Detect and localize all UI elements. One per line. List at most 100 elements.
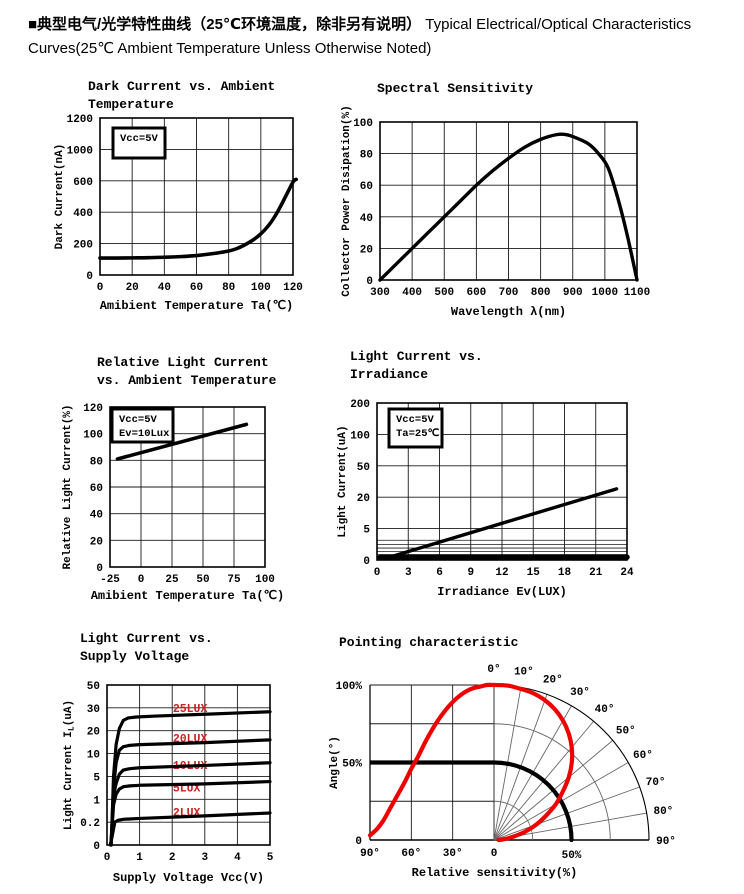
svg-text:30: 30 (87, 704, 100, 716)
chart-title-dark-current: Dark Current vs. Ambient Temperature (88, 79, 276, 112)
svg-text:0: 0 (363, 556, 370, 568)
svg-text:50°: 50° (616, 725, 636, 737)
svg-text:24: 24 (620, 567, 634, 579)
svg-text:60: 60 (190, 282, 203, 294)
svg-text:120: 120 (83, 403, 103, 415)
svg-text:10°: 10° (514, 667, 534, 679)
svg-text:20: 20 (360, 244, 373, 256)
svg-text:5: 5 (93, 772, 100, 784)
header-title-cjk: ■典型电气/光学特性曲线（25℃环境温度，除非另有说明） (28, 16, 422, 33)
svg-text:Light Current(uA): Light Current(uA) (337, 425, 349, 537)
svg-text:6: 6 (436, 567, 443, 579)
svg-text:100: 100 (350, 430, 370, 442)
svg-text:40: 40 (90, 510, 103, 522)
page-header: ■典型电气/光学特性曲线（25℃环境温度，除非另有说明） Typical Ele… (28, 13, 730, 61)
svg-text:40°: 40° (595, 704, 615, 716)
svg-text:400: 400 (402, 287, 422, 299)
svg-text:90°: 90° (656, 836, 676, 848)
svg-text:80: 80 (222, 282, 235, 294)
svg-text:80: 80 (90, 456, 103, 468)
svg-text:50: 50 (87, 681, 100, 693)
chart-title-relative-light-current: Relative Light Current vs. Ambient Tempe… (97, 355, 277, 388)
svg-text:10: 10 (87, 750, 100, 762)
chart-title-light-current-supply-voltage: Light Current vs. Supply Voltage (80, 631, 213, 664)
svg-text:0: 0 (93, 841, 100, 853)
svg-text:50%: 50% (342, 759, 362, 771)
svg-text:4: 4 (234, 852, 241, 864)
svg-text:Angle(°): Angle(°) (329, 736, 341, 789)
svg-text:0.2: 0.2 (80, 818, 100, 830)
svg-text:Relative sensitivity(%): Relative sensitivity(%) (412, 866, 578, 880)
svg-text:90°: 90° (360, 848, 380, 860)
svg-text:Ev=10Lux: Ev=10Lux (119, 428, 170, 440)
svg-text:100: 100 (251, 282, 271, 294)
chart-title-spectral-sensitivity: Spectral Sensitivity (377, 81, 534, 96)
svg-text:300: 300 (370, 287, 390, 299)
svg-text:600: 600 (466, 287, 486, 299)
svg-text:1: 1 (93, 795, 100, 807)
svg-text:75: 75 (227, 574, 241, 586)
svg-text:Vcc=5V: Vcc=5V (396, 414, 435, 426)
svg-text:70°: 70° (646, 777, 666, 789)
svg-text:Supply Voltage Vcc(V): Supply Voltage Vcc(V) (113, 871, 264, 885)
svg-text:20: 20 (87, 727, 100, 739)
svg-text:200: 200 (73, 240, 93, 252)
chart-title-light-current-irradiance: Light Current vs. Irradiance (350, 349, 483, 382)
svg-text:0: 0 (355, 836, 362, 848)
svg-text:Amibient Temperature Ta(℃): Amibient Temperature Ta(℃) (100, 299, 294, 313)
svg-text:3: 3 (405, 567, 412, 579)
svg-text:21: 21 (589, 567, 603, 579)
svg-text:20: 20 (90, 536, 103, 548)
svg-text:1200: 1200 (67, 114, 93, 126)
svg-text:800: 800 (531, 287, 551, 299)
svg-text:25LUX: 25LUX (173, 703, 208, 716)
svg-text:Vcc=5V: Vcc=5V (119, 414, 158, 426)
svg-text:Relative Light Current(%): Relative Light Current(%) (62, 404, 74, 569)
svg-text:20: 20 (357, 493, 370, 505)
svg-text:80°: 80° (653, 806, 673, 818)
svg-text:50: 50 (196, 574, 209, 586)
svg-text:Irradiance Ev(LUX): Irradiance Ev(LUX) (437, 585, 567, 599)
svg-text:1000: 1000 (592, 287, 618, 299)
header-title-en: Typical Electrical/Optical Characteristi… (421, 16, 692, 33)
svg-text:80: 80 (360, 150, 373, 162)
svg-text:Light Current IL(uA): Light Current IL(uA) (63, 700, 77, 830)
chart-title-pointing-characteristic: Pointing characteristic (339, 635, 519, 650)
dark-current-vs-ambient-temperature-chart: Vcc=5V0 20 40 60 80 100 120020040060010001200A… (54, 114, 303, 313)
svg-text:Collector Power Disipation(%): Collector Power Disipation(%) (341, 105, 353, 296)
svg-text:100%: 100% (336, 681, 363, 693)
svg-text:900: 900 (563, 287, 583, 299)
svg-text:0: 0 (86, 271, 93, 283)
svg-text:0: 0 (104, 852, 111, 864)
svg-text:0: 0 (366, 276, 373, 288)
svg-text:40: 40 (360, 213, 373, 225)
svg-text:0: 0 (138, 574, 145, 586)
svg-text:0: 0 (97, 282, 104, 294)
svg-text:5: 5 (267, 852, 274, 864)
svg-text:12: 12 (495, 567, 508, 579)
svg-text:5: 5 (363, 525, 370, 537)
svg-text:30°: 30° (570, 687, 590, 699)
svg-text:0: 0 (491, 848, 498, 860)
svg-text:9: 9 (467, 567, 474, 579)
header-line1: ■典型电气/光学特性曲线（25℃环境温度，除非另有说明） Typical Ele… (28, 13, 730, 37)
svg-text:60: 60 (360, 181, 373, 193)
svg-text:100: 100 (255, 574, 275, 586)
svg-text:3: 3 (201, 852, 208, 864)
svg-text:2: 2 (169, 852, 176, 864)
svg-text:Dark Current(nA): Dark Current(nA) (54, 144, 66, 250)
header-line2: Curves(25℃ Ambient Temperature Unless Ot… (28, 40, 432, 57)
svg-text:25: 25 (165, 574, 179, 586)
svg-text:Wavelength λ(nm): Wavelength λ(nm) (451, 305, 566, 319)
svg-text:1: 1 (136, 852, 143, 864)
svg-text:60°: 60° (633, 750, 653, 762)
svg-text:40: 40 (158, 282, 171, 294)
svg-text:1000: 1000 (67, 145, 93, 157)
svg-text:500: 500 (434, 287, 454, 299)
svg-text:60: 60 (90, 483, 103, 495)
svg-text:0: 0 (96, 563, 103, 575)
